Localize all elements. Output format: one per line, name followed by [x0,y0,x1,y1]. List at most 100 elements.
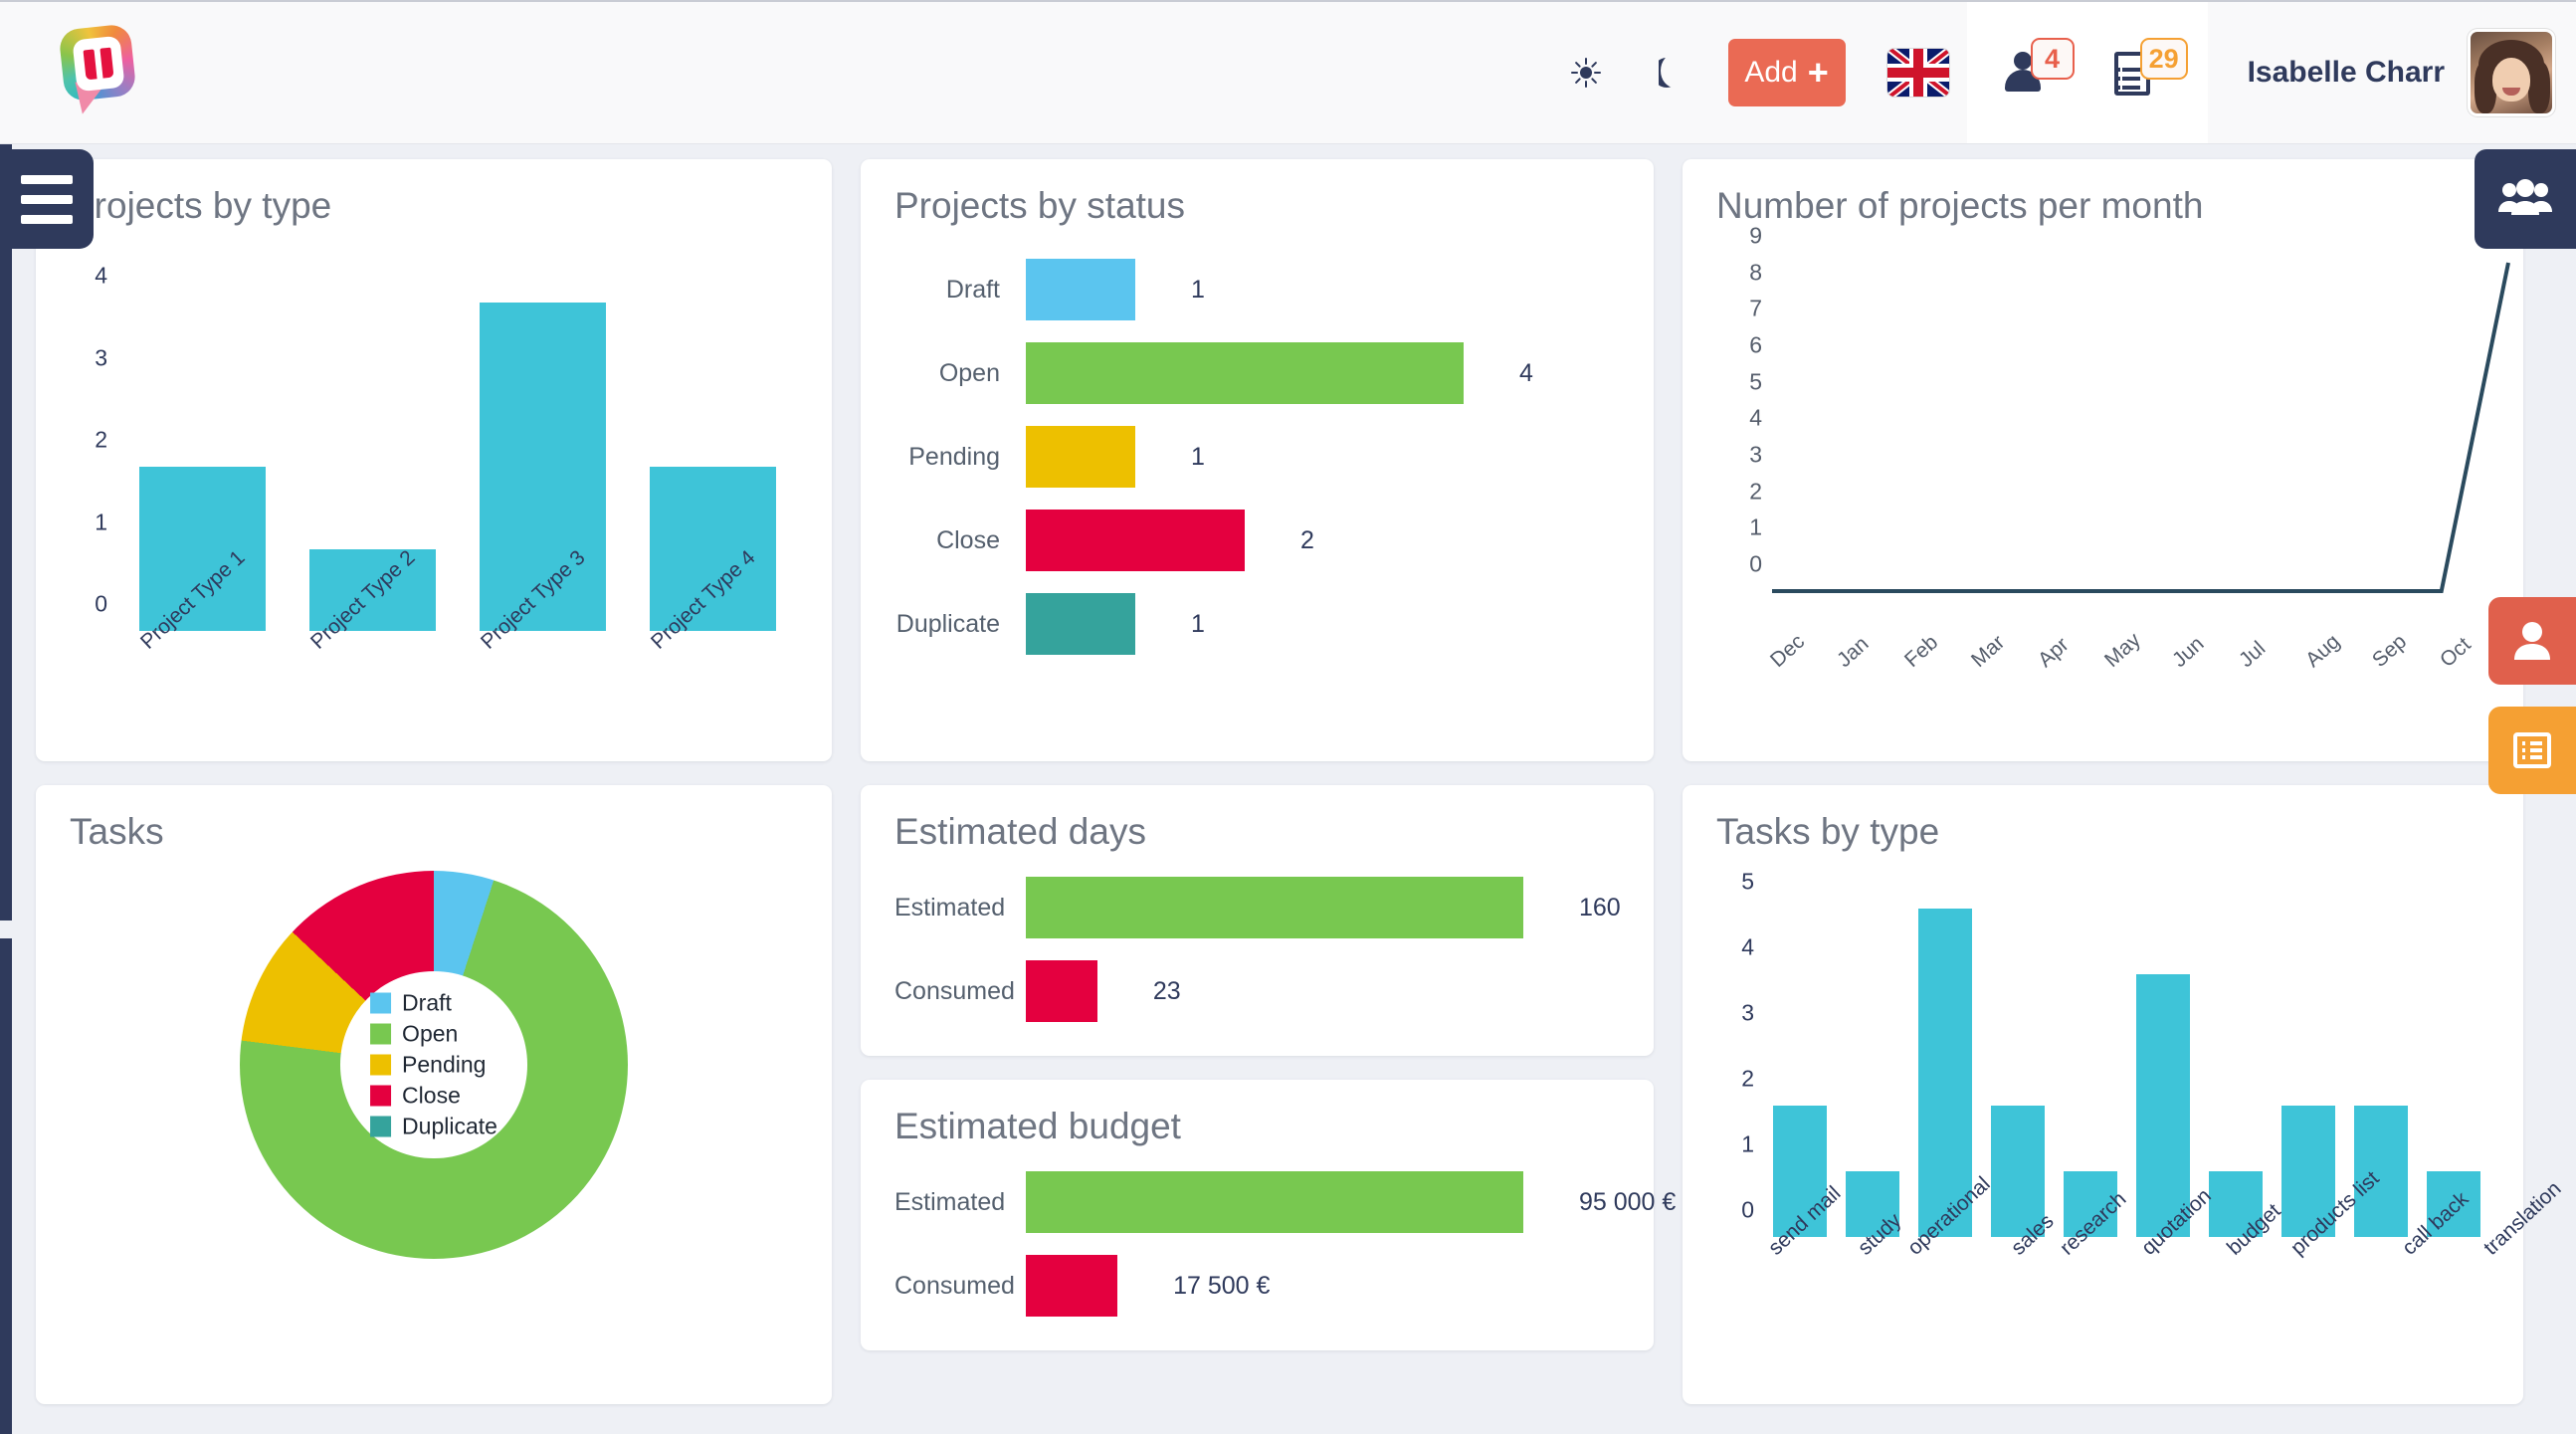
y-tick: 2 [1749,478,1762,505]
bar-label: Draft [945,275,1000,304]
user-name-label[interactable]: Isabelle Charr [2247,56,2445,89]
bar[interactable] [2208,1171,2263,1237]
legend-item[interactable]: Close [370,1083,497,1110]
bar-track: 17 500 € [1026,1255,1620,1317]
bar[interactable] [480,303,606,631]
bar[interactable] [1918,909,1973,1237]
bar[interactable] [139,467,266,631]
y-tick: 3 [1749,441,1762,468]
bar-value: 95 000 € [1579,1187,1677,1216]
bar-label: Consumed [894,1271,1015,1300]
legend-item[interactable]: Draft [370,990,497,1017]
bar-row: Close 2 [894,510,1620,571]
chart-projects-by-status: Draft 1 Open 4 Pending 1 Close 2 Duplicate 1 [894,233,1620,655]
bar[interactable] [2426,1171,2480,1237]
y-tick: 8 [1749,259,1762,286]
bar-value: 1 [1191,609,1205,638]
y-tick: 1 [1749,513,1762,540]
legend-item[interactable]: Duplicate [370,1114,497,1140]
bars [117,303,798,631]
legend-swatch [370,1085,392,1107]
contacts-notification[interactable]: 4 [1997,38,2075,107]
bar-slot [1982,1106,2055,1237]
bar-slot [628,467,798,631]
donut-chart[interactable]: Draft Open Pending Close Duplicate [240,871,628,1259]
bar-track: 2 [1026,510,1620,571]
bar-slot [1837,1171,1909,1237]
bar[interactable] [1026,877,1523,938]
bar[interactable] [1026,510,1245,571]
estimated-days-title: Estimated days [894,811,1146,852]
y-axis: 9 8 7 6 5 4 3 2 1 0 [1716,223,1772,591]
bar-row: Estimated 95 000 € [894,1171,1676,1233]
bar[interactable] [1026,259,1135,320]
y-tick: 3 [1741,999,1754,1026]
bar-value: 160 [1579,893,1621,922]
moon-icon[interactable] [1629,2,1714,143]
bar-label: Estimated [894,1187,1006,1216]
bar[interactable] [2353,1106,2408,1237]
bar[interactable] [1026,1255,1118,1317]
legend-item[interactable]: Open [370,1021,497,1048]
bar[interactable] [650,467,776,631]
bar[interactable] [309,548,436,631]
x-label-slot: send mail [1764,1182,1854,1376]
bar[interactable] [2064,1171,2118,1237]
legend-label: Open [402,1020,459,1047]
uk-flag-icon[interactable] [1886,49,1949,97]
card-estimated-days: Estimated days Estimated 160 Consumed 23 [861,785,1654,1056]
bar[interactable] [1026,960,1097,1022]
card-projects-per-month: Number of projects per month 9 8 7 6 5 4 3 2 1 0 … [1683,159,2545,761]
group-icon[interactable] [2475,149,2576,249]
sun-ray [1590,61,1597,69]
bar-slot [1909,909,1982,1237]
bar[interactable] [1991,1106,2046,1237]
bar-track: 95 000 € [1026,1171,1676,1233]
bar-value: 1 [1191,275,1205,304]
line-series [1772,262,2510,593]
hamburger-icon[interactable] [0,149,94,249]
bar-track: 4 [1026,342,1620,404]
y-tick: 7 [1749,295,1762,321]
y-tick: 4 [1749,404,1762,431]
dashboard-column-3: Number of projects per month 9 8 7 6 5 4 3 2 1 0 … [1683,159,2566,1404]
y-tick: 4 [1741,933,1754,960]
documents-notification[interactable]: 29 [2106,38,2188,107]
list-icon[interactable] [2488,707,2576,794]
y-tick: 0 [95,590,107,617]
add-button[interactable]: Add + [1727,39,1846,106]
bar[interactable] [1026,426,1135,488]
app-logo[interactable] [0,23,199,122]
bar-slot [2199,1171,2272,1237]
chart-estimated-days: Estimated 160 Consumed 23 [894,859,1621,1022]
donut-legend: Draft Open Pending Close Duplicate [370,990,497,1140]
bar-track: 1 [1026,426,1620,488]
legend-swatch [370,1023,392,1045]
y-tick: 6 [1749,331,1762,358]
bar[interactable] [1773,1106,1828,1237]
bar[interactable] [1026,1171,1523,1233]
legend-label: Draft [402,989,452,1016]
legend-item[interactable]: Pending [370,1052,497,1079]
bar[interactable] [2280,1106,2335,1237]
bar-track: 1 [1026,593,1620,655]
bar[interactable] [1026,593,1135,655]
user-icon[interactable] [2488,597,2576,685]
bar[interactable] [1846,1171,1900,1237]
bar-slot [1764,1106,1837,1237]
sun-ray [1584,58,1587,65]
sun-icon[interactable] [1543,2,1629,143]
bar-track: 1 [1026,259,1620,320]
bar-slot [288,548,458,631]
sun-ray [1574,77,1581,85]
sun-ray [1570,72,1578,74]
bar[interactable] [2136,974,2190,1237]
sun-ray [1574,61,1581,69]
bar[interactable] [1026,342,1464,404]
bar-track: 160 [1026,877,1621,938]
avatar[interactable] [2471,32,2552,113]
